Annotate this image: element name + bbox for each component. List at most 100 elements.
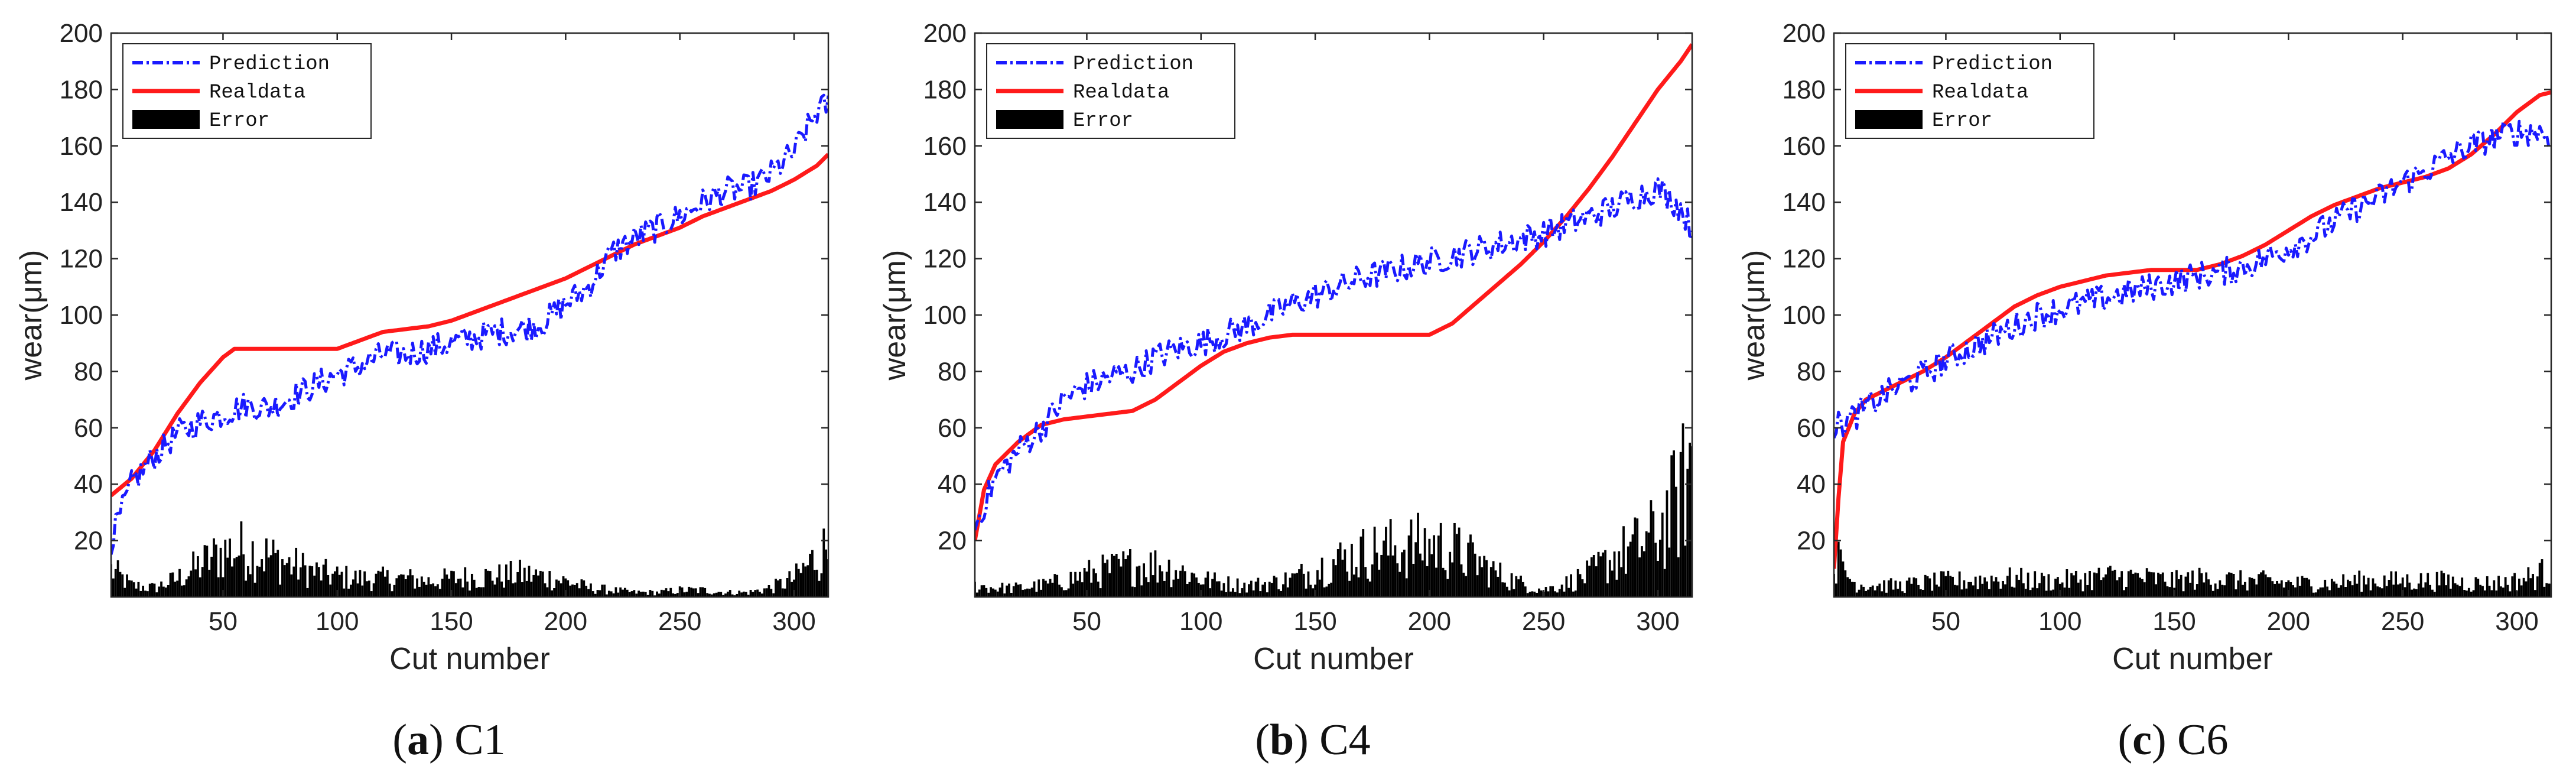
- error-bar: [2219, 580, 2222, 597]
- error-bar: [222, 577, 225, 597]
- error-bar: [2486, 576, 2489, 597]
- x-tick-label: 100: [2038, 607, 2081, 636]
- error-bar: [708, 593, 711, 597]
- error-bar: [530, 582, 533, 597]
- error-bar: [2372, 578, 2375, 597]
- error-bar: [2182, 591, 2185, 597]
- error-bar: [1467, 543, 1470, 597]
- error-bar: [2191, 570, 2194, 597]
- error-bar: [519, 559, 521, 597]
- error-bar: [553, 588, 555, 597]
- error-bar: [2255, 584, 2258, 597]
- error-bar: [1608, 560, 1611, 597]
- error-bar: [297, 579, 300, 597]
- error-bar: [299, 567, 302, 597]
- error-bar: [2419, 573, 2422, 597]
- error-bar: [2298, 586, 2301, 597]
- error-bar: [606, 594, 608, 597]
- error-bar: [2360, 592, 2363, 597]
- y-tick-label: 40: [1797, 470, 1826, 499]
- error-bar: [2451, 576, 2454, 597]
- error-bar: [1983, 577, 1986, 597]
- error-bar: [1937, 586, 1940, 597]
- error-bar: [1901, 591, 1904, 597]
- error-bar: [2118, 577, 2121, 597]
- error-bar: [2027, 572, 2029, 597]
- error-bar: [1444, 570, 1447, 597]
- y-tick-label: 80: [1797, 357, 1826, 386]
- error-bar: [464, 567, 467, 597]
- error-bar: [1423, 528, 1426, 597]
- error-bar: [1658, 540, 1661, 597]
- error-bar: [1867, 589, 1869, 597]
- error-bar: [448, 579, 451, 597]
- error-bar: [1230, 591, 1232, 597]
- error-bar: [1131, 586, 1134, 597]
- error-bar: [277, 550, 279, 597]
- error-bar: [2262, 570, 2265, 597]
- error-bar: [135, 588, 138, 597]
- x-tick-label: 200: [544, 607, 587, 636]
- error-bar: [2493, 580, 2496, 597]
- error-bar: [2321, 587, 2324, 597]
- error-bar: [1396, 563, 1399, 597]
- error-bar: [2143, 582, 2146, 597]
- error-bar: [1428, 538, 1431, 597]
- error-bar: [1604, 550, 1606, 597]
- error-bar: [1188, 582, 1191, 597]
- error-bar: [733, 595, 736, 597]
- error-bar: [1419, 553, 1422, 597]
- error-bar: [1385, 527, 1387, 597]
- error-bar: [366, 581, 368, 597]
- error-bar: [1494, 570, 1497, 597]
- error-bar: [2335, 583, 2338, 597]
- error-bar: [1111, 553, 1113, 597]
- error-bar: [571, 584, 574, 597]
- error-bar: [395, 578, 398, 597]
- error-bar: [1124, 559, 1127, 597]
- error-bar: [596, 590, 599, 597]
- error-bar: [1858, 589, 1861, 597]
- error-bar: [214, 544, 217, 597]
- error-bar: [1574, 590, 1577, 597]
- error-bar: [1853, 582, 1856, 597]
- error-bar: [393, 585, 396, 597]
- error-bar: [1195, 577, 1198, 597]
- error-bar: [1309, 585, 1312, 597]
- caption-text: ) C6: [2152, 716, 2229, 764]
- error-bar: [2134, 572, 2137, 597]
- error-bar: [1654, 543, 1657, 597]
- error-bar: [1933, 572, 1936, 597]
- error-bar: [1878, 583, 1881, 597]
- error-bar: [2034, 571, 2037, 597]
- error-bar: [1204, 577, 1207, 597]
- y-tick-label: 120: [1783, 245, 1826, 274]
- y-tick-label: 180: [923, 75, 967, 104]
- error-bar: [219, 547, 222, 597]
- error-bar: [1889, 578, 1892, 597]
- error-bar: [1638, 557, 1641, 597]
- error-bar: [2040, 572, 2043, 597]
- legend-label-prediction: Prediction: [209, 53, 330, 76]
- error-bar: [1286, 587, 1289, 597]
- error-bar: [1181, 565, 1184, 597]
- error-bar: [2397, 584, 2399, 597]
- error-bar: [183, 585, 186, 597]
- error-bar: [509, 561, 512, 597]
- error-bar: [2344, 587, 2347, 597]
- error-bar: [470, 573, 473, 597]
- error-bar: [644, 592, 647, 597]
- error-bar: [1257, 577, 1260, 597]
- error-bar: [2509, 591, 2512, 597]
- error-bar: [1606, 583, 1609, 597]
- plot-series: [1834, 90, 2551, 597]
- error-bar: [2408, 582, 2411, 597]
- error-bar: [2506, 585, 2509, 597]
- legend-error-swatch: [996, 110, 1063, 129]
- error-bar: [1191, 572, 1193, 597]
- error-bar: [491, 580, 494, 597]
- error-bar: [2467, 588, 2470, 597]
- error-bar: [1970, 582, 1972, 597]
- error-bar: [2246, 590, 2249, 597]
- error-bar: [2543, 586, 2546, 597]
